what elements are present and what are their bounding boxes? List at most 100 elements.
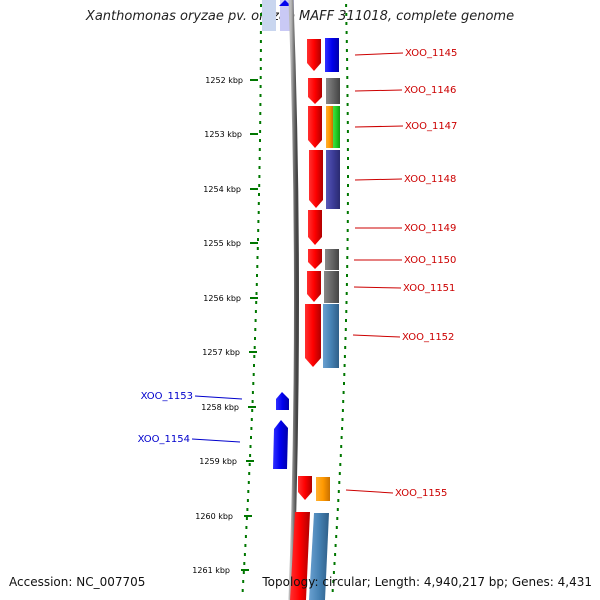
label-XOO_1155[interactable]: XOO_1155 bbox=[395, 488, 447, 499]
tick-dot bbox=[346, 220, 349, 223]
tick-dot bbox=[252, 373, 255, 376]
tick-dot bbox=[346, 202, 349, 205]
tick-dot bbox=[246, 508, 249, 511]
label-XOO_1146[interactable]: XOO_1146 bbox=[404, 85, 456, 96]
tick-dot bbox=[345, 310, 348, 313]
tick-dot bbox=[249, 454, 252, 457]
tick-dot bbox=[255, 301, 258, 304]
tick-dot bbox=[333, 562, 336, 565]
tick-dot bbox=[346, 274, 348, 277]
kbp-label: 1256 kbp bbox=[203, 294, 241, 303]
cds-arrow[interactable] bbox=[305, 304, 321, 367]
label-XOO_1148[interactable]: XOO_1148 bbox=[404, 174, 456, 185]
tick-dot bbox=[254, 337, 256, 340]
cds-arrow[interactable] bbox=[307, 39, 321, 71]
label-XOO_1152[interactable]: XOO_1152 bbox=[402, 332, 454, 343]
cds-arrow[interactable] bbox=[307, 271, 321, 302]
kbp-label: 1258 kbp bbox=[201, 403, 239, 412]
gene-XOO_1146[interactable] bbox=[326, 78, 340, 104]
cds-strand bbox=[290, 39, 323, 600]
label-XOO_1150[interactable]: XOO_1150 bbox=[404, 255, 456, 266]
tick-dot bbox=[259, 67, 262, 70]
gene-XOO_1145[interactable] bbox=[325, 38, 339, 72]
tick-dot bbox=[343, 355, 346, 358]
gene-XOO_1152[interactable] bbox=[323, 304, 339, 368]
tick-dot bbox=[334, 544, 337, 547]
tick-dot bbox=[254, 310, 257, 313]
kbp-label: 1261 kbp bbox=[192, 566, 230, 575]
label-XOO_1149[interactable]: XOO_1149 bbox=[404, 223, 456, 234]
cds-arrow[interactable] bbox=[309, 150, 323, 208]
tick-dot bbox=[346, 67, 349, 70]
tick-dot bbox=[256, 274, 258, 277]
tick-dot bbox=[253, 355, 256, 358]
tick-dot bbox=[257, 238, 259, 241]
gene-XOO_1153[interactable] bbox=[276, 392, 289, 410]
tick-dot bbox=[255, 283, 258, 286]
cds-arrow[interactable] bbox=[308, 210, 322, 245]
gene-XOO_1147-a[interactable] bbox=[326, 106, 333, 148]
tick-dot bbox=[257, 229, 260, 232]
cds-arrow[interactable] bbox=[290, 512, 310, 600]
gene-XOO_1147-b[interactable] bbox=[333, 106, 340, 148]
cds-arrow[interactable] bbox=[308, 78, 322, 104]
tick-dot bbox=[255, 292, 258, 295]
partial-arrow-top[interactable] bbox=[279, 0, 291, 6]
label-XOO_1154[interactable]: XOO_1154 bbox=[138, 434, 190, 445]
tick-dot bbox=[346, 121, 349, 124]
tick-dot bbox=[258, 175, 261, 178]
tick-dot bbox=[347, 184, 349, 187]
tick-dot bbox=[254, 319, 257, 322]
tick-dot bbox=[256, 247, 259, 250]
tick-dot bbox=[347, 175, 349, 178]
tick-dot bbox=[259, 31, 262, 34]
tick-dot bbox=[250, 427, 253, 430]
forward-labels: XOO_1145 XOO_1146 XOO_1147 XOO_1148 XOO_… bbox=[345, 48, 457, 499]
genome-backbone bbox=[288, 0, 299, 600]
tick-dot bbox=[345, 40, 348, 43]
tick-dot bbox=[347, 157, 349, 160]
cds-arrow[interactable] bbox=[308, 249, 322, 269]
tick-dot bbox=[259, 49, 262, 52]
tick-dot bbox=[343, 364, 346, 367]
partial-feature-top[interactable] bbox=[262, 0, 276, 31]
gene-steelblue-bottom[interactable] bbox=[309, 513, 329, 600]
tick-dot bbox=[251, 400, 254, 403]
label-XOO_1151[interactable]: XOO_1151 bbox=[403, 283, 455, 294]
tick-dot-strands bbox=[241, 4, 349, 592]
tick-dot bbox=[244, 544, 247, 547]
tick-dot bbox=[345, 319, 347, 322]
tick-dot bbox=[244, 535, 247, 538]
gene-XOO_1151[interactable] bbox=[324, 271, 339, 303]
map-title: Xanthomonas oryzae pv. oryzae MAFF 31101… bbox=[85, 9, 515, 24]
tick-dot bbox=[259, 94, 262, 97]
tick-dot bbox=[258, 148, 261, 151]
gene-XOO_1154[interactable] bbox=[273, 420, 288, 469]
cds-arrow[interactable] bbox=[308, 106, 322, 148]
tick-dot bbox=[257, 202, 260, 205]
label-XOO_1147[interactable]: XOO_1147 bbox=[405, 121, 457, 132]
tick-dot bbox=[241, 589, 244, 592]
cds-arrow[interactable] bbox=[298, 476, 312, 500]
tick-dot bbox=[247, 481, 250, 484]
tick-dot bbox=[242, 571, 245, 574]
tick-dot bbox=[259, 76, 262, 79]
tick-dot bbox=[335, 535, 338, 538]
tick-dot bbox=[346, 139, 349, 142]
gene-XOO_1150[interactable] bbox=[325, 249, 339, 270]
label-connector bbox=[353, 286, 402, 289]
tick-dot bbox=[258, 157, 261, 160]
tick-dot bbox=[339, 454, 342, 457]
tick-dot bbox=[332, 571, 335, 574]
tick-dot bbox=[249, 445, 252, 448]
label-XOO_1145[interactable]: XOO_1145 bbox=[405, 48, 457, 59]
gene-XOO_1148[interactable] bbox=[326, 150, 340, 209]
tick-dot bbox=[334, 553, 337, 556]
label-XOO_1153[interactable]: XOO_1153 bbox=[141, 391, 193, 402]
tick-dot bbox=[257, 220, 260, 223]
tick-dot bbox=[258, 193, 260, 196]
gene-XOO_1155[interactable] bbox=[316, 477, 330, 501]
label-connector bbox=[345, 489, 394, 494]
label-connector bbox=[352, 334, 401, 338]
